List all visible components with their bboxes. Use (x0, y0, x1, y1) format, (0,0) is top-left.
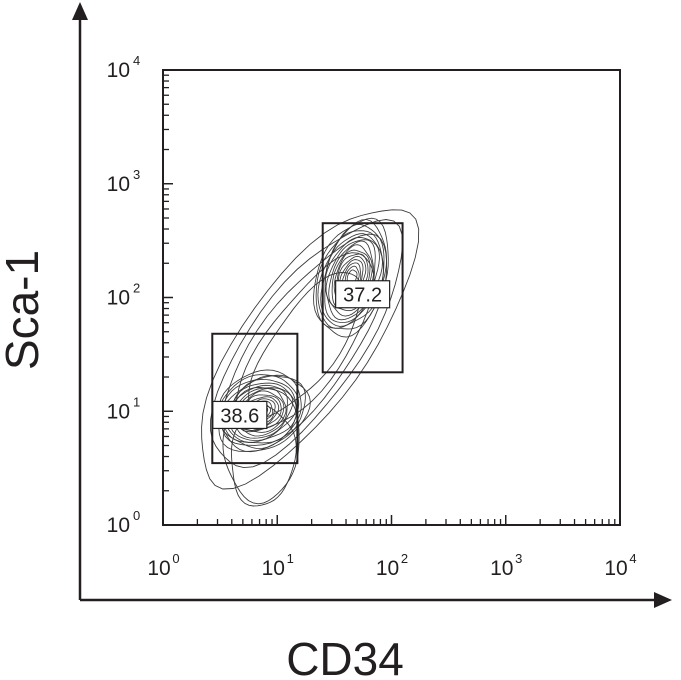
y-tick-exponent: 2 (133, 281, 140, 296)
contour-line (324, 233, 383, 323)
contour-line (324, 236, 380, 321)
x-tick-exponent: 4 (629, 551, 636, 566)
x-tick-label: 10 (376, 557, 399, 580)
contour-line (222, 375, 300, 444)
contour-line (225, 378, 297, 443)
x-axis-arrowhead (654, 592, 672, 608)
x-tick-exponent: 3 (515, 551, 522, 566)
y-tick-label: 10 (107, 173, 130, 196)
contour-line (328, 240, 375, 312)
x-tick-label: 10 (604, 557, 627, 580)
y-tick-exponent: 0 (133, 508, 140, 523)
gate-label-box (335, 280, 391, 309)
gate-label: 37.2 (343, 285, 382, 307)
gates: 38.6 37.2 (211, 222, 404, 465)
x-tick-exponent: 0 (172, 551, 179, 566)
gate-rect (321, 222, 404, 374)
contour-line (210, 219, 404, 469)
contour-line (313, 217, 389, 338)
contour-line (222, 387, 300, 505)
contour-line (201, 209, 420, 490)
minor-ticks (162, 69, 621, 526)
contour-line (235, 252, 375, 433)
x-tick-labels: 10 0 10 1 10 2 10 3 10 4 (147, 551, 636, 580)
y-tick-label: 10 (107, 287, 130, 310)
x-axis-title: CD34 (286, 633, 404, 680)
x-tick-exponent: 2 (401, 551, 408, 566)
contour-line (325, 239, 376, 317)
gate-label: 38.6 (220, 405, 259, 427)
y-tick-exponent: 3 (133, 167, 140, 182)
y-tick-label: 10 (107, 514, 130, 537)
contour-line (219, 374, 302, 449)
x-tick-label: 10 (490, 557, 513, 580)
contour-line (317, 224, 385, 329)
x-tick-label: 10 (262, 557, 285, 580)
x-tick-exponent: 1 (287, 551, 294, 566)
y-axis-title: Sca-1 (0, 250, 48, 370)
density-contours (201, 209, 420, 507)
y-tick-exponent: 4 (133, 53, 140, 68)
y-tick-label: 10 (107, 59, 130, 82)
gate-label-box (212, 400, 268, 430)
y-axis-arrowhead (72, 2, 88, 20)
gate-rect (211, 332, 299, 465)
x-tick-label: 10 (147, 557, 170, 580)
y-tick-exponent: 1 (133, 394, 140, 409)
contour-line (221, 233, 388, 446)
y-tick-label: 10 (107, 400, 130, 423)
